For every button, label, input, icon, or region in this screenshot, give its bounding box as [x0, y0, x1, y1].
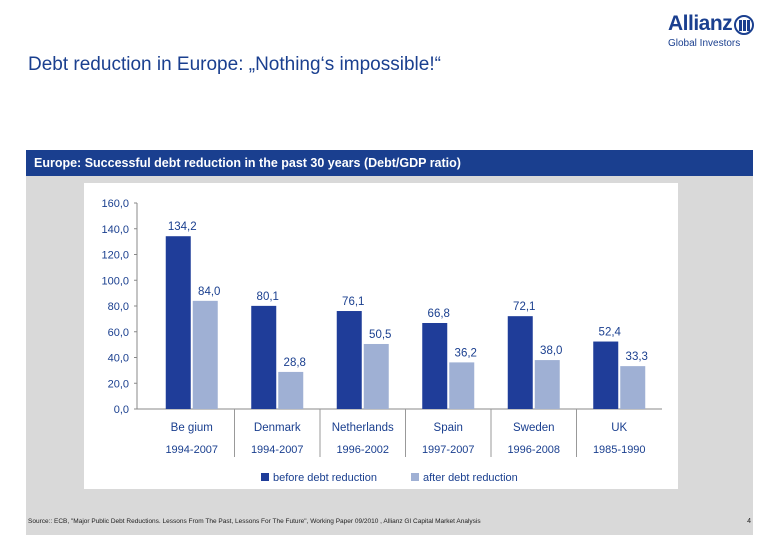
logo-wordmark: Allianz — [668, 12, 733, 35]
y-tick-label: 80,0 — [108, 301, 129, 313]
source-note: Source:: ECB, "Major Public Debt Reducti… — [28, 518, 481, 525]
bar-before — [507, 316, 533, 409]
bar-after — [192, 300, 218, 409]
data-label-before: 80,1 — [257, 291, 279, 303]
data-label-before: 76,1 — [342, 296, 364, 308]
bar-before — [165, 236, 191, 409]
data-label-before: 52,4 — [599, 327, 622, 339]
legend-swatch-after — [411, 473, 419, 481]
y-tick-label: 40,0 — [108, 353, 129, 365]
chart-banner: Europe: Successful debt reduction in the… — [26, 150, 753, 176]
y-tick-label: 100,0 — [101, 275, 129, 287]
legend-label-before: before debt reduction — [273, 472, 377, 484]
bar-after — [363, 343, 389, 409]
x-category-label: Netherlands — [332, 422, 394, 434]
data-label-after: 38,0 — [540, 345, 562, 357]
allianz-logo: Allianz Global Investors — [660, 12, 760, 52]
x-category-label: Sweden — [513, 422, 555, 434]
y-tick-label: 0,0 — [114, 404, 129, 416]
data-label-after: 50,5 — [369, 329, 391, 341]
legend-label-after: after debt reduction — [423, 472, 518, 484]
chart-area: 0,0 20,0 40,0 60,0 80,0 100,0 120,0 140,0 160,0 1… — [84, 183, 678, 489]
logo-mark-icon — [734, 15, 754, 35]
y-tick-label: 20,0 — [108, 378, 129, 390]
x-period-label: 1985-1990 — [593, 444, 646, 456]
y-tick-label: 140,0 — [101, 224, 129, 236]
data-label-after: 36,2 — [455, 347, 477, 359]
x-period-label: 1994-2007 — [165, 444, 218, 456]
legend-swatch-before — [261, 473, 269, 481]
bar-after — [278, 371, 304, 409]
bar-before — [251, 305, 277, 409]
x-period-label: 1996-2002 — [336, 444, 389, 456]
data-label-before: 134,2 — [168, 221, 197, 233]
bar-after — [620, 366, 646, 409]
bar-after — [534, 360, 560, 409]
data-label-after: 33,3 — [626, 351, 648, 363]
bar-after — [449, 362, 475, 409]
bar-before — [336, 311, 362, 409]
x-category-label: UK — [611, 422, 627, 434]
data-label-after: 84,0 — [198, 286, 220, 298]
x-period-label: 1996-2008 — [507, 444, 560, 456]
data-label-before: 72,1 — [513, 301, 535, 313]
x-period-label: 1997-2007 — [422, 444, 475, 456]
logo-subtitle: Global Investors — [668, 38, 741, 49]
page-number: 4 — [747, 518, 751, 525]
x-category-label: Spain — [434, 422, 463, 434]
page-title: Debt reduction in Europe: „Nothing‘s imp… — [28, 54, 441, 75]
x-category-label: Be gium — [171, 422, 213, 434]
y-tick-label: 60,0 — [108, 327, 129, 339]
y-tick-label: 120,0 — [101, 250, 129, 262]
data-label-after: 28,8 — [284, 357, 306, 369]
data-label-before: 66,8 — [428, 308, 450, 320]
y-tick-label: 160,0 — [101, 198, 129, 210]
bar-before — [422, 322, 448, 409]
chart-panel: Europe: Successful debt reduction in the… — [26, 150, 753, 535]
bar-before — [593, 341, 619, 409]
bar-chart: 0,0 20,0 40,0 60,0 80,0 100,0 120,0 140,0 160,0 1… — [101, 198, 662, 484]
x-category-label: Denmark — [254, 422, 301, 434]
x-period-label: 1994-2007 — [251, 444, 304, 456]
